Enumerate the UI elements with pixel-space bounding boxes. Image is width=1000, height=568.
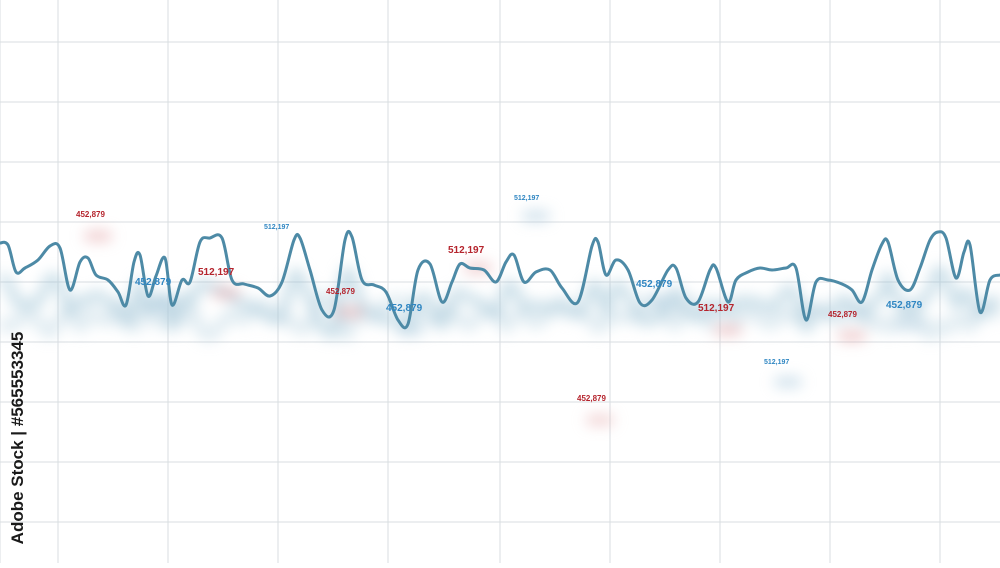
ghost-label [838,331,866,341]
series-line [0,229,1000,330]
stock-id-text: Adobe Stock | #565553345 [8,331,27,545]
ghost-label [212,288,240,298]
value-labels: 452,879 512,197 512,197 452,879 512,197 452,8… [76,195,923,403]
value-label: 512,197 [448,245,485,256]
stock-id-watermark: Adobe Stock | #565553345 [6,323,30,553]
value-label: 512,197 [264,224,289,231]
value-label: 512,197 [764,359,789,366]
ghost-label [146,297,174,307]
blurred-background-series [0,211,1000,425]
value-label: 512,197 [514,195,539,202]
ghost-label [522,211,550,221]
ghost-label [84,231,112,241]
value-label: 452,879 [577,394,606,403]
blurred-series-line [0,265,1000,339]
value-label: 452,879 [135,277,172,288]
value-label: 452,879 [636,279,673,290]
ghost-label [396,325,424,335]
value-label: 452,879 [326,287,355,296]
ghost-label [774,377,802,387]
ghost-label [586,415,614,425]
value-label: 452,879 [76,210,105,219]
value-label: 512,197 [198,267,235,278]
value-label: 452,879 [828,310,857,319]
ghost-label [714,325,742,335]
blurred-series-line [0,290,1000,342]
ghost-label [336,307,364,317]
value-label: 452,879 [386,303,423,314]
ghost-label [896,320,924,330]
value-label: 512,197 [698,303,735,314]
value-label: 452,879 [886,300,923,311]
